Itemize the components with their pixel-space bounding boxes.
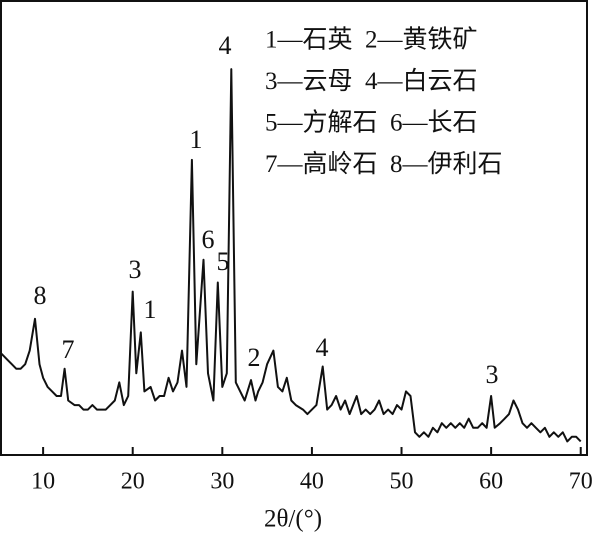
legend-line: 7—高岭石 8—伊利石 xyxy=(265,150,503,178)
x-tick-label: 30 xyxy=(210,469,234,495)
x-axis-label: 2θ/(°) xyxy=(264,506,322,533)
xrd-line xyxy=(0,68,582,443)
x-tick-label: 50 xyxy=(390,469,414,495)
peak-label: 4 xyxy=(316,333,329,362)
peak-label: 3 xyxy=(486,360,499,389)
x-tick-label: 10 xyxy=(31,469,55,495)
peak-label: 7 xyxy=(62,335,75,364)
peak-label: 1 xyxy=(190,125,203,154)
legend-line: 3—云母 4—白云石 xyxy=(265,67,478,95)
plot-frame xyxy=(0,0,588,456)
x-tick-label: 20 xyxy=(121,469,145,495)
peak-label: 2 xyxy=(248,343,261,372)
peak-label: 1 xyxy=(144,295,157,324)
peak-label: 5 xyxy=(217,247,230,276)
peak-label: 4 xyxy=(219,31,232,60)
x-tick-label: 60 xyxy=(479,469,503,495)
peak-label: 3 xyxy=(129,255,142,284)
peak-label: 8 xyxy=(34,281,47,310)
x-tick-label: 40 xyxy=(300,469,324,495)
peak-label: 6 xyxy=(202,225,215,254)
legend-line: 1—石英 2—黄铁矿 xyxy=(265,26,478,54)
legend-line: 5—方解石 6—长石 xyxy=(265,109,478,137)
x-tick-label: 70 xyxy=(569,469,593,495)
